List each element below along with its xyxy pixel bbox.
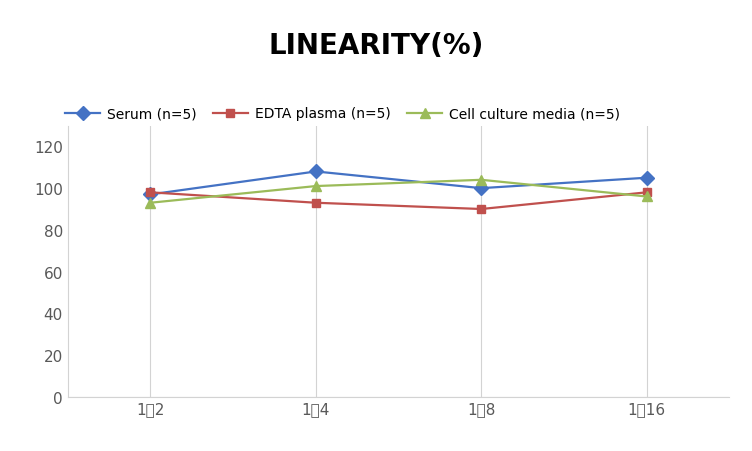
Line: Serum (n=5): Serum (n=5) (146, 167, 651, 200)
EDTA plasma (n=5) (146, 190, 155, 196)
EDTA plasma (n=5) (477, 207, 486, 212)
Cell culture media (n=5) (477, 178, 486, 183)
Legend: Serum (n=5), EDTA plasma (n=5), Cell culture media (n=5): Serum (n=5), EDTA plasma (n=5), Cell cul… (59, 101, 626, 127)
Text: LINEARITY(%): LINEARITY(%) (268, 32, 484, 60)
Cell culture media (n=5) (311, 184, 320, 189)
Serum (n=5) (311, 170, 320, 175)
Line: Cell culture media (n=5): Cell culture media (n=5) (146, 175, 651, 208)
Serum (n=5) (477, 186, 486, 191)
Line: EDTA plasma (n=5): EDTA plasma (n=5) (146, 189, 651, 214)
EDTA plasma (n=5) (642, 190, 651, 196)
Cell culture media (n=5) (146, 201, 155, 206)
EDTA plasma (n=5) (311, 201, 320, 206)
Serum (n=5) (146, 192, 155, 198)
Serum (n=5) (642, 175, 651, 181)
Cell culture media (n=5) (642, 194, 651, 200)
